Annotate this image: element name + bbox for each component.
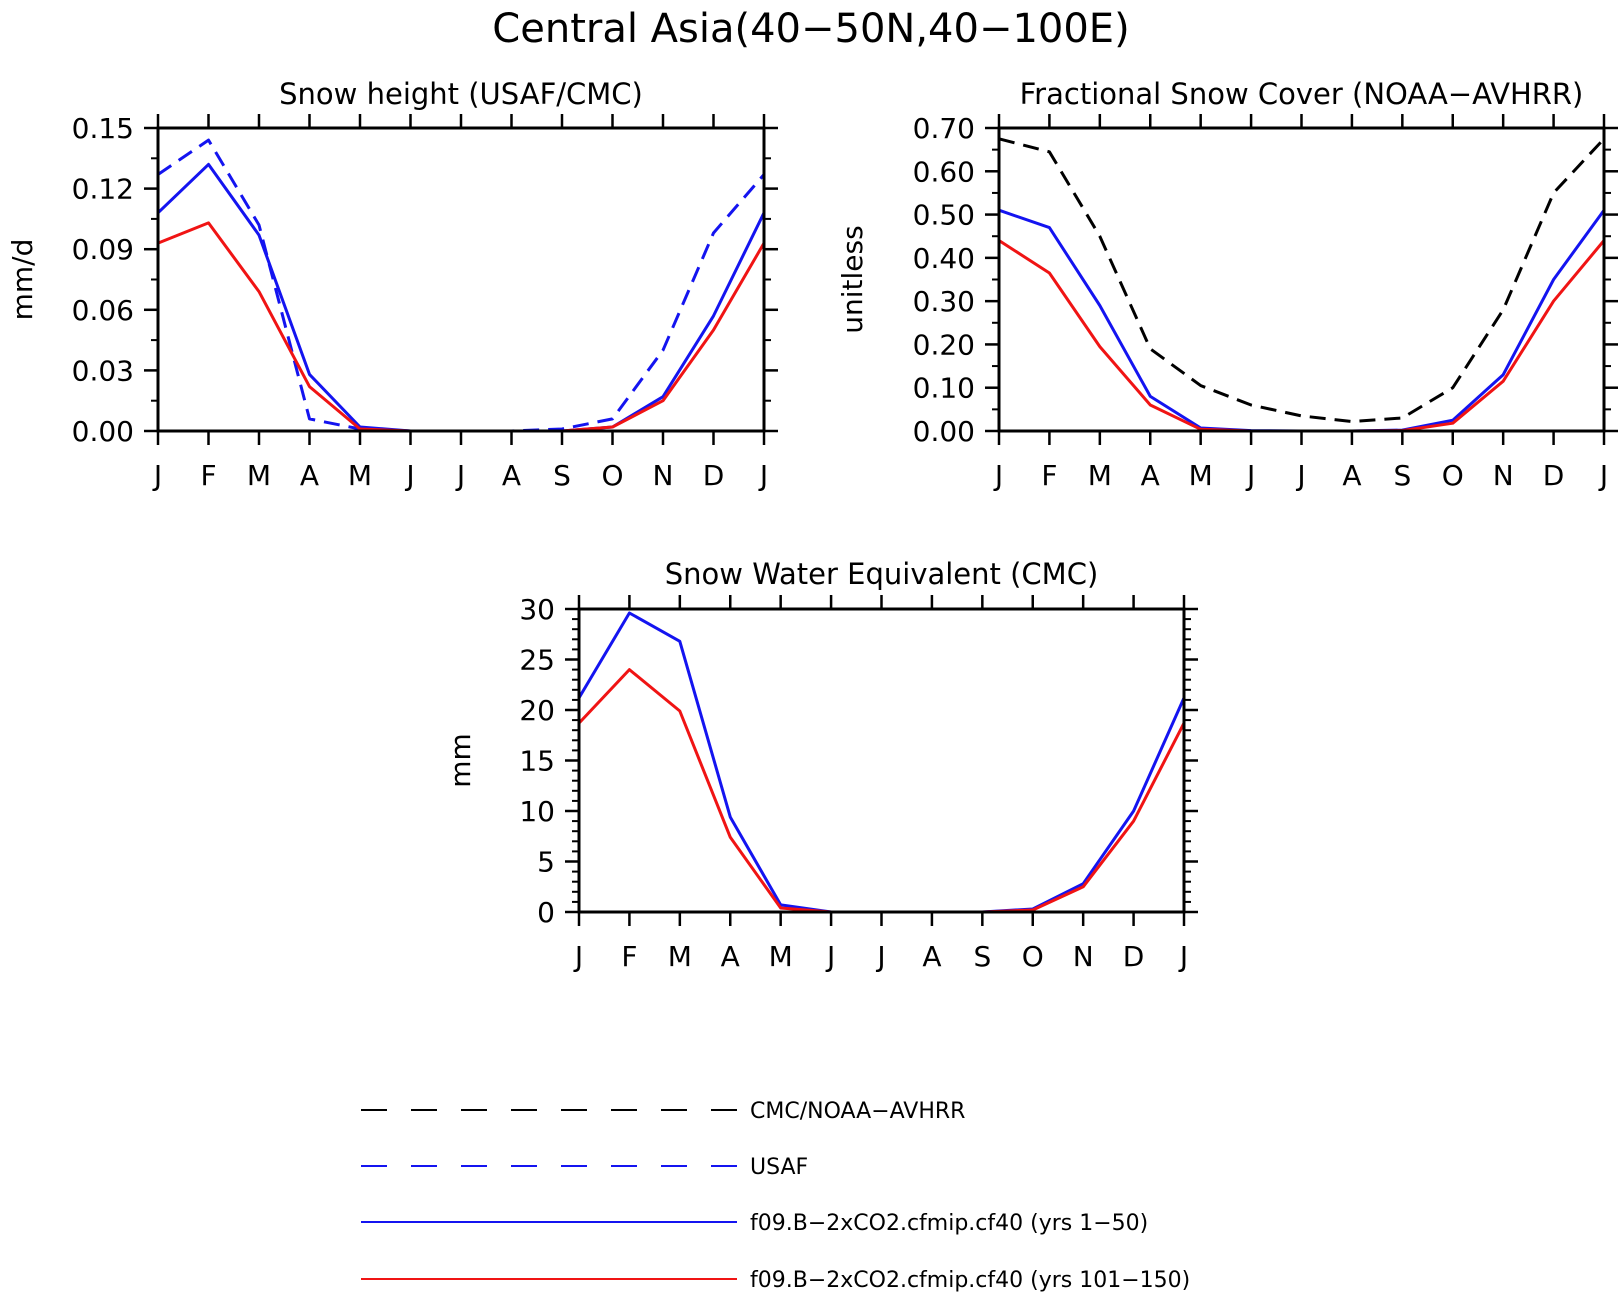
swe-month-label: M [769, 940, 793, 973]
fractional-snow-cover-ytick-label: 0.40 [913, 242, 975, 275]
legend-label-0: CMC/NOAA−AVHRR [750, 1099, 965, 1124]
swe-plot-frame [577, 607, 1186, 914]
swe-month-label: J [1178, 940, 1188, 973]
snow-height-ytick-label: 0.06 [72, 294, 134, 327]
snow-height-panel: Snow height (USAF/CMC) mm/d 0.00 0.03 0.06 0.… [6, 77, 778, 492]
fractional-snow-cover-month-label: S [1393, 459, 1411, 492]
fractional-snow-cover-month-label: J [1295, 459, 1305, 492]
snow-height-month-label: F [200, 459, 216, 492]
fractional-snow-cover-month-label: J [1245, 459, 1255, 492]
swe-ytick-label: 0 [537, 896, 555, 929]
snow-height-title: Snow height (USAF/CMC) [279, 77, 643, 111]
fractional-snow-cover-month-label: A [1141, 459, 1160, 492]
swe-month-label: A [922, 940, 941, 973]
snow-height-month-label: J [152, 459, 162, 492]
swe-ytick-label: 20 [519, 694, 555, 727]
snow-height-month-label: A [502, 459, 521, 492]
fractional-snow-cover-series-2 [998, 239, 1606, 433]
snow-height-month-label: J [404, 459, 414, 492]
swe-title: Snow Water Equivalent (CMC) [665, 557, 1099, 591]
fractional-snow-cover-ytick-label: 0.00 [913, 415, 975, 448]
swe-ytick-label: 15 [519, 745, 555, 778]
snow-height-ytick-label: 0.00 [72, 415, 134, 448]
fractional-snow-cover-month-label: F [1041, 459, 1057, 492]
swe-series-0 [577, 611, 1186, 914]
snow-height-plot-frame [156, 126, 766, 433]
legend-label-1: USAF [750, 1155, 808, 1180]
fractional-snow-cover-ytick-label: 0.20 [913, 328, 975, 361]
swe-month-label: F [621, 940, 637, 973]
snow-height-month-label: J [455, 459, 465, 492]
fractional-snow-cover-series-0 [998, 137, 1606, 423]
snow-height-month-label: M [247, 459, 271, 492]
swe-ytick-label: 10 [519, 795, 555, 828]
snow-height-ytick-label: 0.15 [72, 112, 134, 145]
swe-series-1 [577, 668, 1186, 914]
fractional-snow-cover-month-label: O [1442, 459, 1464, 492]
swe-month-label: S [973, 940, 991, 973]
fractional-snow-cover-ytick-label: 0.30 [913, 285, 975, 318]
legend-label-3: f09.B−2xCO2.cfmip.cf40 (yrs 101−150) [750, 1268, 1190, 1293]
swe-month-label: A [721, 940, 740, 973]
snow-water-equivalent-panel: Snow Water Equivalent (CMC) mm 0 5 10 15 20 25 3… [444, 557, 1198, 973]
swe-ytick-label: 30 [519, 593, 555, 626]
swe-ylabel: mm [444, 733, 477, 788]
swe-month-label: J [573, 940, 583, 973]
snow-height-month-label: J [758, 459, 768, 492]
swe-month-label: O [1022, 940, 1044, 973]
snow-height-month-label: N [653, 459, 674, 492]
snow-height-ytick-label: 0.03 [72, 354, 134, 387]
fractional-snow-cover-month-label: D [1543, 459, 1565, 492]
fractional-snow-cover-month-label: M [1189, 459, 1213, 492]
swe-month-label: J [875, 940, 885, 973]
fractional-snow-cover-ytick-label: 0.10 [913, 372, 975, 405]
fractional-snow-cover-month-label: N [1493, 459, 1514, 492]
fractional-snow-cover-month-label: A [1342, 459, 1361, 492]
legend-label-2: f09.B−2xCO2.cfmip.cf40 (yrs 1−50) [750, 1211, 1148, 1236]
fractional-snow-cover-panel: Fractional Snow Cover (NOAA−AVHRR) unitle… [836, 77, 1618, 492]
swe-ytick-label: 5 [537, 846, 555, 879]
fractional-snow-cover-ytick-label: 0.50 [913, 199, 975, 232]
snow-height-month-label: M [348, 459, 372, 492]
fractional-snow-cover-ytick-label: 0.70 [913, 112, 975, 145]
snow-height-ytick-label: 0.12 [72, 173, 134, 206]
fractional-snow-cover-month-label: J [993, 459, 1003, 492]
snow-height-ytick-label: 0.09 [72, 233, 134, 266]
snow-height-series-1 [156, 162, 766, 433]
swe-ytick-label: 25 [519, 644, 555, 677]
snow-height-month-label: A [300, 459, 319, 492]
figure-title: Central Asia(40−50N,40−100E) [492, 6, 1129, 52]
legend: CMC/NOAA−AVHRR USAF f09.B−2xCO2.cfmip.cf40… [361, 1099, 1190, 1293]
fractional-snow-cover-ylabel: unitless [836, 225, 869, 333]
swe-month-label: M [668, 940, 692, 973]
fractional-snow-cover-month-label: J [1598, 459, 1608, 492]
swe-month-label: D [1123, 940, 1145, 973]
fractional-snow-cover-series-1 [998, 208, 1606, 433]
fractional-snow-cover-month-label: M [1088, 459, 1112, 492]
swe-month-label: J [825, 940, 835, 973]
fractional-snow-cover-ytick-label: 0.60 [913, 155, 975, 188]
fractional-snow-cover-title: Fractional Snow Cover (NOAA−AVHRR) [1020, 77, 1584, 111]
snow-height-month-label: D [703, 459, 725, 492]
snow-height-month-label: S [553, 459, 571, 492]
swe-month-label: N [1073, 940, 1094, 973]
snow-height-ylabel: mm/d [6, 239, 39, 321]
snow-height-month-label: O [601, 459, 623, 492]
fractional-snow-cover-plot-frame [997, 126, 1606, 433]
